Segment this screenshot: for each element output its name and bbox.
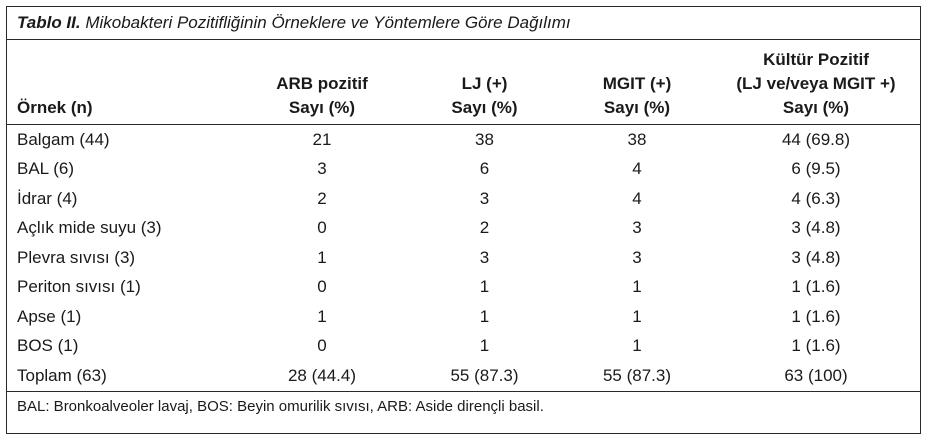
total-row: Toplam (63) 28 (44.4) 55 (87.3) 55 (87.3…	[7, 361, 920, 392]
mgit-cell: 3	[632, 247, 642, 267]
header-mgit-line-1: MGIT (+)	[602, 74, 672, 93]
mgit-cell: 55 (87.3)	[562, 361, 712, 392]
mgit-cell: 4	[632, 188, 642, 208]
header-mgit: MGIT (+) Sayı (%)	[562, 40, 712, 125]
table-row: Balgam (44) 21 38 38 44 (69.8)	[7, 125, 920, 155]
row-label: Açlık mide suyu (3)	[17, 218, 162, 238]
lj-cell: 38	[475, 129, 494, 149]
lj-cell: 1	[479, 306, 490, 326]
lj-cell: 6	[479, 159, 490, 179]
header-arb: ARB pozitif Sayı (%)	[237, 40, 407, 125]
table-row: BOS (1) 0 1 1 1 (1.6)	[7, 332, 920, 362]
table-frame: Tablo II. Mikobakteri Pozitifliğinin Örn…	[6, 6, 921, 434]
table-row: Plevra sıvısı (3) 1 3 3 3 (4.8)	[7, 243, 920, 273]
mgit-cell: 1	[632, 336, 642, 356]
header-culture-line-1: Kültür Pozitif	[763, 50, 869, 69]
header-mgit-line-2: Sayı (%)	[603, 98, 671, 117]
table-caption: Tablo II. Mikobakteri Pozitifliğinin Örn…	[7, 7, 920, 40]
lj-cell: 55 (87.3)	[407, 361, 562, 392]
culture-cell: 3 (4.8)	[791, 218, 841, 238]
lj-cell: 1	[479, 336, 490, 356]
lj-cell: 2	[479, 218, 490, 238]
mgit-cell: 38	[627, 129, 647, 149]
culture-cell: 1 (1.6)	[791, 277, 841, 297]
arb-cell: 1	[317, 306, 327, 326]
culture-cell: 3 (4.8)	[791, 247, 841, 267]
row-label: Toplam (63)	[7, 361, 237, 392]
header-arb-line-2: Sayı (%)	[288, 98, 356, 117]
table-footnote: BAL: Bronkoalveoler lavaj, BOS: Beyin om…	[17, 397, 544, 415]
arb-cell: 21	[312, 129, 332, 149]
table-row: Açlık mide suyu (3) 0 2 3 3 (4.8)	[7, 214, 920, 244]
header-culture: Kültür Pozitif (LJ ve/veya MGIT +) Sayı …	[712, 40, 920, 125]
data-table: Örnek (n) ARB pozitif Sayı (%) LJ (+) Sa…	[7, 40, 920, 392]
arb-cell: 1	[317, 247, 327, 267]
table-row: Periton sıvısı (1) 0 1 1 1 (1.6)	[7, 273, 920, 303]
arb-cell: 0	[317, 336, 327, 356]
header-arb-line-1: ARB pozitif	[276, 74, 368, 93]
table-row: İdrar (4) 2 3 4 4 (6.3)	[7, 184, 920, 214]
row-label: BOS (1)	[17, 336, 79, 356]
culture-cell: 44 (69.8)	[781, 129, 851, 149]
header-lj-line-2: Sayı (%)	[451, 98, 518, 117]
table-row: Apse (1) 1 1 1 1 (1.6)	[7, 302, 920, 332]
culture-cell: 63 (100)	[712, 361, 920, 392]
table-row: BAL (6) 3 6 4 6 (9.5)	[7, 155, 920, 185]
arb-cell: 3	[317, 159, 327, 179]
culture-cell: 4 (6.3)	[791, 188, 841, 208]
mgit-cell: 4	[632, 159, 642, 179]
header-sample: Örnek (n)	[7, 40, 237, 125]
header-lj-line-1: LJ (+)	[461, 74, 508, 93]
header-lj: LJ (+) Sayı (%)	[407, 40, 562, 125]
caption-label: Tablo II.	[17, 13, 81, 32]
mgit-cell: 3	[632, 218, 642, 238]
lj-cell: 3	[479, 188, 490, 208]
row-label: Balgam (44)	[17, 129, 110, 149]
row-label: İdrar (4)	[17, 188, 78, 208]
mgit-cell: 1	[632, 306, 642, 326]
row-label: Periton sıvısı (1)	[17, 277, 141, 297]
arb-cell: 2	[317, 188, 327, 208]
culture-cell: 1 (1.6)	[791, 306, 841, 326]
header-culture-line-3: Sayı (%)	[782, 98, 850, 117]
arb-cell: 0	[317, 277, 327, 297]
caption-text: Mikobakteri Pozitifliğinin Örneklere ve …	[80, 13, 571, 32]
row-label: Apse (1)	[17, 306, 82, 326]
arb-cell: 28 (44.4)	[237, 361, 407, 392]
header-row: Örnek (n) ARB pozitif Sayı (%) LJ (+) Sa…	[7, 40, 920, 125]
header-culture-line-2: (LJ ve/veya MGIT +)	[736, 74, 896, 93]
culture-cell: 1 (1.6)	[791, 336, 841, 356]
row-label: Plevra sıvısı (3)	[17, 247, 136, 267]
row-label: BAL (6)	[17, 159, 75, 179]
mgit-cell: 1	[632, 277, 642, 297]
lj-cell: 1	[479, 277, 490, 297]
arb-cell: 0	[317, 218, 327, 238]
header-sample-line: Örnek (n)	[17, 98, 93, 117]
culture-cell: 6 (9.5)	[791, 159, 841, 179]
lj-cell: 3	[479, 247, 490, 267]
